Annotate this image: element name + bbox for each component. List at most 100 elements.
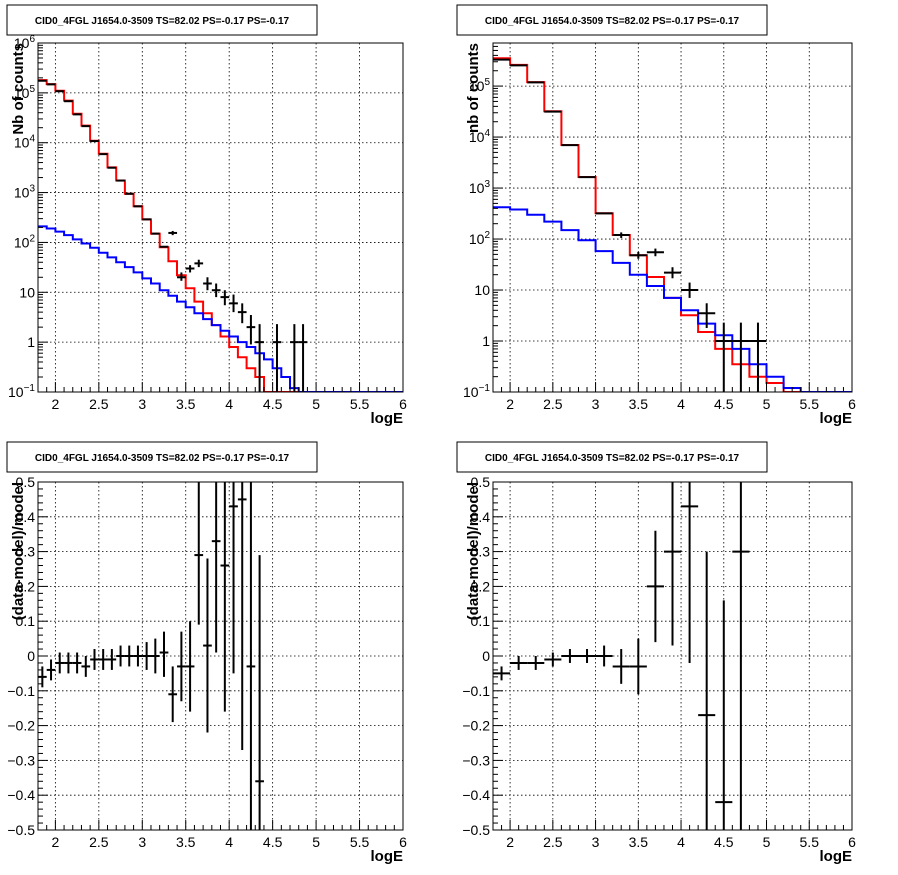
x-tick-label: 3 (592, 396, 600, 412)
x-tick-label: 5.5 (800, 396, 820, 412)
model-histogram-component (493, 206, 852, 392)
y-tick-label: 1 (27, 334, 35, 350)
y-tick-label: 102 (469, 230, 491, 247)
y-axis: 10−1 1 10 102 103 104 105 106 (8, 34, 48, 400)
data-points (493, 482, 750, 830)
x-tick-label: 3 (138, 834, 146, 850)
title-box (6, 4, 318, 36)
x-tick-label: 4 (225, 396, 233, 412)
y-axis-title: nb of counts (465, 43, 482, 133)
data-points (493, 58, 767, 392)
x-tick-label: 6 (399, 834, 407, 850)
chart-title: CID0_4FGL J1654.0-3509 TS=82.02 PS=-0.17… (35, 16, 290, 27)
x-tick-label: 5.5 (800, 834, 820, 850)
y-tick-label: 0.1 (471, 613, 491, 629)
x-tick-label: 3.5 (176, 396, 196, 412)
x-tick-label: 5.5 (350, 396, 370, 412)
x-axis-title: logE (820, 410, 853, 427)
x-tick-label: 4 (677, 396, 685, 412)
y-tick-label: 0.2 (16, 578, 36, 594)
y-tick-label: −0.1 (462, 683, 490, 699)
y-tick-label: 0.5 (471, 474, 491, 490)
y-tick-label: 1 (482, 333, 490, 349)
y-tick-label: −0.5 (7, 822, 35, 838)
y-tick-label: −0.4 (462, 787, 490, 803)
x-axis: 2 2.5 3 3.5 4 4.5 5 5.5 6 (37, 382, 407, 412)
y-tick-label: 10 (19, 284, 35, 300)
title-box (456, 441, 768, 473)
x-tick-label: 2 (51, 396, 59, 412)
grid (493, 43, 853, 393)
x-tick-label: 4.5 (263, 396, 283, 412)
x-axis-title: logE (371, 410, 404, 427)
y-tick-label: −0.2 (462, 718, 490, 734)
y-tick-label: 103 (14, 184, 36, 201)
y-tick-label: 0.5 (16, 474, 36, 490)
x-axis: 2 2.5 3 3.5 4 4.5 5 5.5 6 (492, 382, 856, 412)
x-tick-label: 2 (506, 396, 514, 412)
chart-title: CID0_4FGL J1654.0-3509 TS=82.02 PS=-0.17… (35, 453, 290, 464)
x-axis: 2 2.5 3 3.5 4 4.5 5 5.5 6 (492, 820, 856, 850)
x-tick-label: 3.5 (629, 396, 649, 412)
chart-panel-3: 2 2.5 3 3.5 4 4.5 5 5.5 6 −0.5 −0.4 −0.3 −0.2 −0.1 0 0.… (6, 441, 407, 865)
x-tick-label: 5.5 (350, 834, 370, 850)
chart-panel-1: 2 2.5 3 3.5 4 4.5 5 5.5 6 10−1 1 10 102 103 104 105 106 l… (6, 4, 407, 427)
plot-area (493, 482, 750, 830)
y-tick-label: 0.4 (471, 509, 491, 525)
y-tick-label: 106 (14, 34, 36, 51)
title-box (6, 441, 318, 473)
y-tick-label: 10−1 (463, 383, 490, 400)
data-points (38, 482, 264, 830)
y-axis: −0.5 −0.4 −0.3 −0.2 −0.1 0 0.1 0.2 0.3 0.4 0.5 (7, 474, 48, 838)
plot-area (493, 57, 852, 392)
y-tick-label: 0.3 (471, 544, 491, 560)
grid (38, 481, 404, 831)
x-tick-label: 3 (592, 834, 600, 850)
x-tick-label: 2.5 (89, 834, 109, 850)
x-tick-label: 6 (399, 396, 407, 412)
y-tick-label: −0.3 (7, 752, 35, 768)
title-box (456, 4, 768, 36)
model-histogram-total (38, 79, 403, 392)
plot-frame (492, 42, 853, 393)
y-tick-label: 104 (14, 134, 36, 151)
x-axis: 2 2.5 3 3.5 4 4.5 5 5.5 6 (37, 820, 407, 850)
x-tick-label: 6 (848, 396, 856, 412)
x-tick-label: 4 (677, 834, 685, 850)
plot-area (38, 79, 403, 392)
grid (38, 42, 404, 393)
y-tick-label: −0.5 (462, 822, 490, 838)
y-tick-label: −0.2 (7, 718, 35, 734)
y-tick-label: 102 (14, 233, 36, 250)
plot-frame (37, 481, 404, 831)
x-tick-label: 5 (763, 396, 771, 412)
data-points (38, 79, 308, 392)
x-tick-label: 4.5 (714, 396, 734, 412)
x-tick-label: 3 (138, 396, 146, 412)
y-axis-title: (data-model)/model (10, 482, 27, 620)
y-tick-label: −0.4 (7, 787, 35, 803)
x-tick-label: 2.5 (89, 396, 109, 412)
chart-title: CID0_4FGL J1654.0-3509 TS=82.02 PS=-0.17… (485, 16, 740, 27)
x-tick-label: 5 (312, 396, 320, 412)
y-tick-label: −0.1 (7, 683, 35, 699)
y-tick-label: 0.4 (16, 509, 36, 525)
x-tick-label: 6 (848, 834, 856, 850)
y-tick-label: 0 (482, 648, 490, 664)
x-tick-label: 5 (312, 834, 320, 850)
y-tick-label: 0.2 (471, 578, 491, 594)
y-tick-label: −0.3 (462, 752, 490, 768)
x-tick-label: 2 (51, 834, 59, 850)
y-axis: 10−1 1 10 102 103 104 105 (463, 42, 503, 400)
y-tick-label: 0 (27, 648, 35, 664)
model-histogram-total (493, 57, 852, 392)
x-tick-label: 4.5 (714, 834, 734, 850)
x-tick-label: 5 (763, 834, 771, 850)
y-tick-label: 103 (469, 179, 491, 196)
plot-frame (37, 42, 404, 393)
x-tick-label: 3.5 (629, 834, 649, 850)
x-tick-label: 4 (225, 834, 233, 850)
x-tick-label: 4.5 (263, 834, 283, 850)
x-tick-label: 2 (506, 834, 514, 850)
